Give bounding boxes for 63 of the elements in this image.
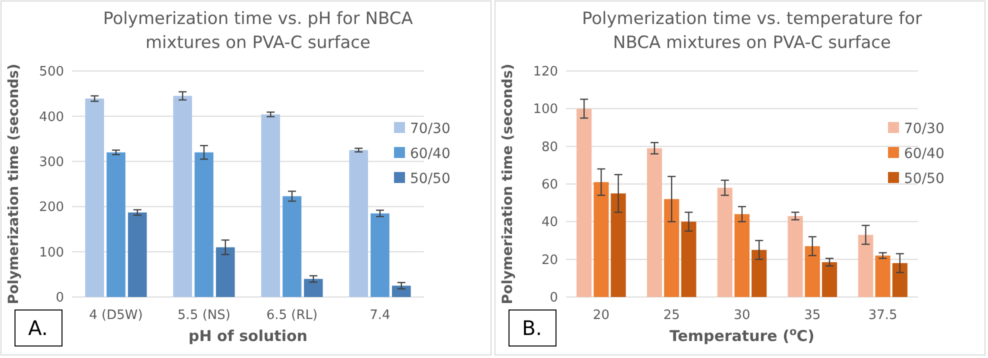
y-tick-label: 400	[39, 110, 64, 125]
y-tick-label: 0	[550, 290, 558, 306]
bar	[304, 278, 323, 297]
y-tick-label: 200	[39, 200, 64, 216]
bar	[370, 213, 390, 297]
y-axis-title: Polymerization time (seconds)	[500, 64, 516, 304]
bar	[261, 114, 280, 297]
bar	[194, 152, 214, 297]
bar	[858, 234, 874, 297]
bar	[282, 196, 302, 297]
x-tick-label: 35	[804, 308, 821, 323]
y-tick-label: 120	[533, 64, 558, 80]
legend-label: 70/30	[410, 120, 450, 137]
bar	[85, 98, 104, 297]
bar	[664, 199, 680, 297]
bar	[681, 222, 696, 297]
x-axis-title: pH of solution	[188, 327, 308, 345]
x-tick-label: 4 (D5W)	[89, 308, 143, 323]
y-tick-label: 20	[541, 252, 558, 268]
y-tick-label: 40	[541, 215, 558, 230]
y-tick-label: 80	[541, 140, 558, 155]
x-axis-title: Temperature ($^{o}$C)	[669, 326, 815, 345]
legend-label: 50/50	[904, 170, 944, 187]
bar	[128, 212, 147, 297]
bar	[216, 247, 235, 297]
text: A.	[28, 316, 48, 340]
bar	[804, 246, 820, 297]
x-tick-label: 37.5	[868, 308, 898, 323]
y-tick-label: 0	[56, 290, 64, 306]
x-tick-label: 6.5 (RL)	[266, 308, 318, 323]
y-tick-label: 300	[39, 154, 64, 170]
legend-label: 70/30	[904, 120, 944, 137]
x-tick-label: 20	[592, 308, 610, 323]
bar	[875, 256, 890, 297]
y-tick-label: 100	[533, 102, 558, 118]
bar	[610, 193, 626, 297]
y-tick-label: 60	[541, 178, 558, 193]
bar	[822, 262, 838, 297]
bar	[106, 152, 126, 297]
bar	[717, 188, 732, 297]
y-tick-label: 100	[39, 245, 64, 260]
x-tick-label: 25	[663, 308, 680, 323]
bar	[349, 150, 368, 297]
chart-title: Polymerization time vs. pH for NBCA mixtures on PVA-C surface	[103, 9, 414, 53]
bar	[788, 216, 803, 297]
bar	[594, 182, 609, 297]
chart-title: Polymerization time vs. temperature for NBCA mixtures on PVA-C surface	[582, 9, 922, 53]
bar	[646, 148, 662, 297]
x-tick-label: 7.4	[370, 308, 390, 323]
legend-label: 60/40	[410, 146, 450, 162]
x-tick-label: 5.5 (NS)	[178, 308, 230, 323]
y-axis-title: Polymerization time (seconds)	[6, 64, 22, 304]
text: B.	[522, 316, 542, 340]
bar	[576, 108, 592, 297]
x-tick-label: 30	[734, 308, 750, 323]
bar	[892, 263, 908, 297]
bar	[734, 214, 750, 297]
bar	[752, 250, 767, 297]
bar	[392, 286, 411, 297]
y-tick-label: 500	[39, 64, 64, 80]
legend-label: 60/40	[904, 146, 944, 162]
legend-label: 50/50	[410, 170, 450, 187]
bar	[173, 96, 192, 297]
